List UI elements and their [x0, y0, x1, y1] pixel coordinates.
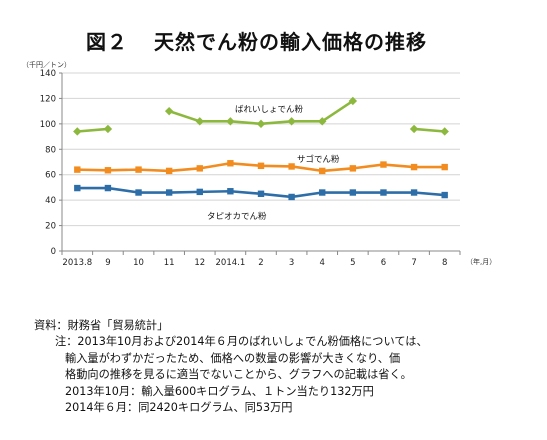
- data-point: [103, 124, 113, 134]
- data-point: [196, 165, 203, 172]
- data-point: [227, 188, 234, 195]
- data-point: [165, 167, 173, 175]
- series-line: [77, 127, 109, 133]
- data-point: [73, 127, 82, 136]
- y-tick-label: 60: [45, 171, 56, 181]
- data-point: [227, 160, 234, 167]
- x-tick-label: 12: [194, 258, 205, 268]
- data-point: [74, 166, 81, 173]
- data-point: [164, 106, 174, 116]
- x-tick-label: 3: [289, 258, 294, 268]
- data-point: [165, 189, 173, 196]
- y-tick-label: 20: [45, 222, 56, 232]
- x-tick-label: 5: [350, 258, 355, 268]
- data-point: [348, 96, 358, 106]
- notes-block: 資料：財務省「貿易統計」 注：2013年10月および2014年６月のばれいしょで…: [34, 318, 544, 416]
- x-tick-label: 8: [442, 258, 447, 268]
- x-tick-labels: 2013.8 9 10 11 12 2014.1 2 3 4 5 6 7 8: [62, 258, 447, 268]
- x-tick-label: 4: [320, 258, 325, 268]
- y-tick-labels: 0 20 40 60 80 100 120 140: [40, 69, 56, 257]
- axes: [59, 72, 461, 255]
- data-point: [410, 189, 418, 196]
- y-tick-label: 140: [40, 69, 56, 79]
- data-point: [257, 190, 265, 197]
- x-tick-label: 2: [258, 258, 263, 268]
- data-point: [441, 191, 448, 199]
- data-point: [440, 127, 449, 136]
- y-tick-label: 40: [45, 196, 56, 206]
- x-tick-label: 6: [381, 258, 386, 268]
- note-line-3: 格動向の推移を見るに適当でないことから、グラフへの記載は省く。: [65, 368, 412, 382]
- data-point: [380, 161, 387, 168]
- data-point: [287, 117, 296, 126]
- y-tick-label: 80: [45, 145, 56, 155]
- data-point: [288, 193, 295, 201]
- line-chart: （千円／トン） （年,月） 0 20 40 60 80 100 120 140 2013.8 9…: [22, 60, 496, 268]
- note-line-1: 注：2013年10月および2014年６月のばれいしょでん粉価格については、: [55, 335, 428, 349]
- data-point: [441, 163, 448, 171]
- data-point: [319, 167, 326, 175]
- grid-lines: [62, 72, 460, 227]
- y-tick-label: 100: [40, 120, 56, 130]
- data-point: [409, 124, 419, 134]
- figure-number: 図２: [86, 30, 128, 54]
- data-point: [104, 167, 112, 174]
- x-tick-label: 7: [411, 258, 416, 268]
- chart-title: 図２ 天然でん粉の輸入価格の推移: [86, 26, 427, 55]
- data-point: [288, 163, 295, 170]
- series-1: [74, 160, 448, 175]
- series-2: [74, 184, 448, 201]
- series-0: [73, 96, 449, 136]
- series-line: [413, 127, 445, 133]
- data-point: [256, 119, 266, 129]
- x-axis-label: （年,月）: [466, 257, 496, 266]
- data-point: [318, 117, 327, 126]
- data-point: [135, 166, 142, 173]
- figure-title-text: 天然でん粉の輸入価格の推移: [154, 30, 427, 54]
- data-point: [195, 117, 204, 126]
- x-tick-label: 9: [105, 258, 110, 268]
- data-point: [410, 163, 418, 171]
- data-point: [135, 189, 142, 196]
- series-label: サゴでん粉: [297, 154, 340, 165]
- data-point: [104, 184, 112, 192]
- x-tick-label: 2014.1: [216, 258, 246, 268]
- note-line-2: 輸入量がわずかだったため、価格への数量の影響が大きくなり、価: [65, 351, 401, 365]
- data-point: [257, 162, 265, 170]
- y-tick-label: 0: [51, 247, 56, 257]
- data-point: [349, 165, 357, 172]
- data-point: [349, 189, 357, 196]
- x-tick-label: 10: [133, 258, 144, 268]
- data-point: [319, 189, 326, 196]
- x-tick-label: 2013.8: [62, 258, 92, 268]
- source-line: 資料：財務省「貿易統計」: [34, 319, 169, 332]
- data-point: [380, 189, 387, 196]
- series-group: [73, 96, 449, 201]
- x-tick-label: 11: [164, 258, 175, 268]
- data-point: [196, 188, 203, 196]
- y-axis-label: （千円／トン）: [22, 60, 71, 69]
- data-point: [226, 117, 235, 126]
- y-tick-label: 120: [40, 94, 56, 104]
- data-point: [74, 184, 81, 192]
- note-line-5: 2014年６月：同2420キログラム、同53万円: [65, 401, 293, 415]
- note-line-4: 2013年10月：輸入量600キログラム、１トン当たり132万円: [65, 384, 374, 398]
- series-label: タピオカでん粉: [207, 211, 267, 222]
- series-label: ばれいしょでん粉: [235, 104, 304, 115]
